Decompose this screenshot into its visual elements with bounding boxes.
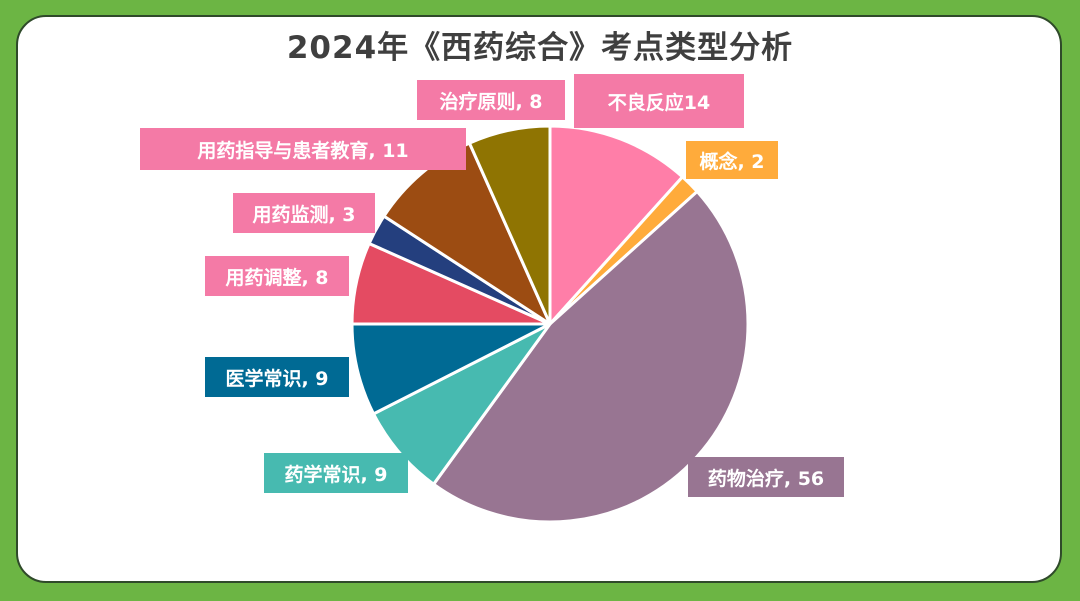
slice-label-0: 不良反应14 — [574, 74, 744, 128]
slice-label-4: 医学常识, 9 — [205, 357, 349, 397]
slice-label-2: 药物治疗, 56 — [688, 457, 844, 497]
slice-label-8: 治疗原则, 8 — [417, 80, 565, 120]
pie-slice-2 — [432, 190, 750, 524]
pie-slice-8 — [467, 124, 552, 326]
pie-slice-0 — [548, 124, 684, 326]
slice-label-3: 药学常识, 9 — [264, 453, 408, 493]
chart-title: 2024年《西药综合》考点类型分析 — [286, 30, 794, 66]
slice-label-6: 用药监测, 3 — [233, 193, 375, 233]
slice-label-5: 用药调整, 8 — [205, 256, 349, 296]
slice-label-7: 用药指导与患者教育, 11 — [140, 128, 466, 170]
slice-label-1: 概念, 2 — [686, 141, 778, 179]
